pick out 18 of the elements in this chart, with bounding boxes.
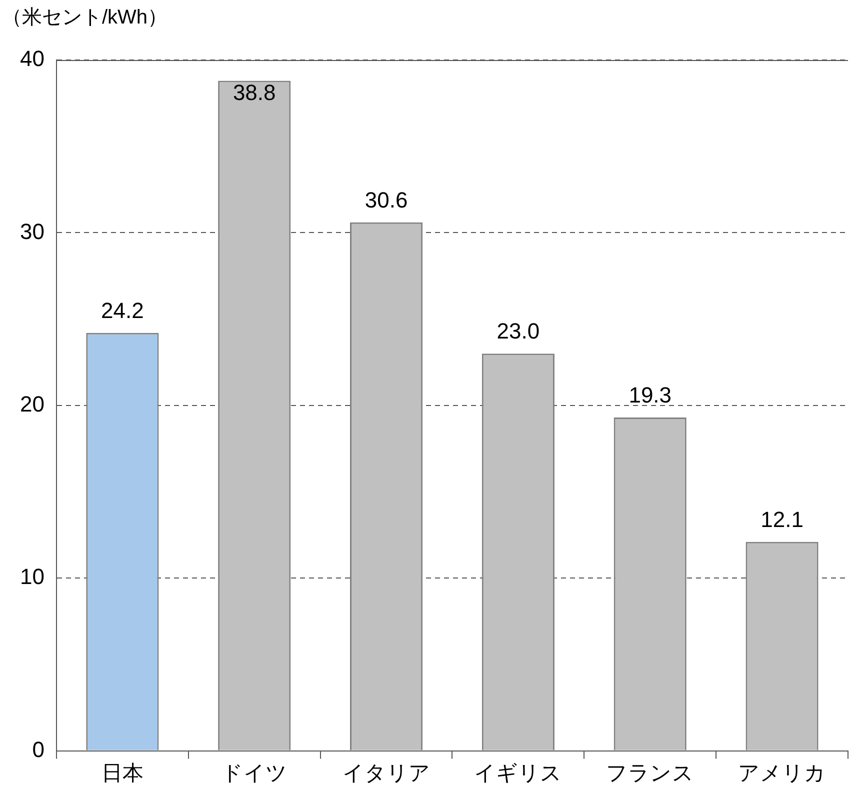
- data-label: 19.3: [628, 382, 672, 408]
- data-label: 38.8: [232, 80, 276, 105]
- y-tick-label: 0: [32, 736, 44, 762]
- x-tick-label: イタリア: [342, 762, 430, 786]
- data-label: 23.0: [496, 318, 540, 344]
- y-tick-label: 10: [20, 564, 44, 590]
- x-tick-label: イギリス: [474, 762, 562, 786]
- x-tick-label: アメリカ: [738, 762, 826, 786]
- x-tick-label: 日本: [101, 762, 144, 786]
- data-label: 12.1: [760, 506, 804, 532]
- data-label: 24.2: [101, 298, 144, 323]
- y-tick-label: 30: [20, 218, 44, 244]
- x-tick-label: ドイツ: [221, 762, 288, 786]
- x-tick-label: フランス: [606, 762, 694, 786]
- y-tick-label: 20: [20, 391, 44, 416]
- y-axis-title: （米セント/kWh）: [2, 6, 168, 29]
- y-tick-label: 40: [20, 46, 44, 72]
- data-label: 30.6: [364, 187, 408, 212]
